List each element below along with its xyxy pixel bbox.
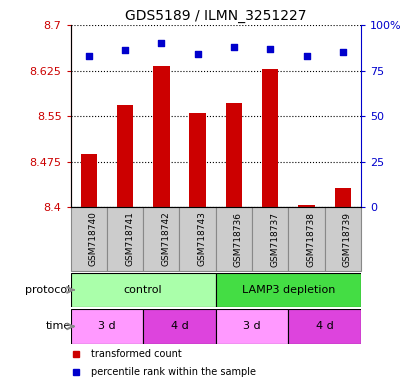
Point (339, 49, 346, 55)
Text: GSM718742: GSM718742 (161, 212, 170, 266)
Bar (81, 154, 97, 207)
Bar (252, 207, 288, 271)
Bar (143, 309, 216, 344)
Bar (216, 207, 252, 271)
Text: time: time (45, 321, 71, 331)
Bar (153, 66, 169, 207)
Point (158, 40, 165, 46)
Text: GSM718737: GSM718737 (270, 212, 279, 266)
Point (194, 51, 201, 57)
Bar (71, 207, 107, 271)
Text: 4 d: 4 d (316, 321, 334, 331)
Bar (288, 207, 325, 271)
Text: 3 d: 3 d (98, 321, 116, 331)
Point (122, 47, 128, 53)
Point (303, 53, 310, 59)
Text: GSM718740: GSM718740 (89, 212, 98, 266)
Point (231, 44, 237, 50)
Text: control: control (124, 285, 163, 295)
Bar (179, 207, 216, 271)
Bar (117, 105, 133, 207)
Text: protocol: protocol (25, 285, 71, 295)
Bar (71, 309, 143, 344)
Text: GSM718739: GSM718739 (343, 212, 352, 266)
Text: GSM718738: GSM718738 (307, 212, 315, 266)
Text: percentile rank within the sample: percentile rank within the sample (91, 366, 256, 377)
Bar (71, 273, 216, 307)
Text: GSM718743: GSM718743 (198, 212, 207, 266)
Bar (262, 69, 278, 207)
Bar (226, 103, 242, 207)
Bar (107, 207, 143, 271)
Point (267, 46, 273, 52)
Point (85, 53, 92, 59)
Text: LAMP3 depletion: LAMP3 depletion (242, 285, 335, 295)
Bar (143, 207, 179, 271)
Bar (216, 273, 361, 307)
Text: GSM718741: GSM718741 (125, 212, 134, 266)
Bar (216, 309, 288, 344)
Bar (190, 113, 206, 207)
Text: 3 d: 3 d (243, 321, 261, 331)
Bar (335, 188, 351, 207)
Bar (325, 207, 361, 271)
Bar (298, 205, 315, 207)
Bar (288, 309, 361, 344)
Text: 4 d: 4 d (171, 321, 188, 331)
Title: GDS5189 / ILMN_3251227: GDS5189 / ILMN_3251227 (125, 8, 307, 23)
Text: transformed count: transformed count (91, 349, 182, 359)
Text: GSM718736: GSM718736 (234, 212, 243, 266)
